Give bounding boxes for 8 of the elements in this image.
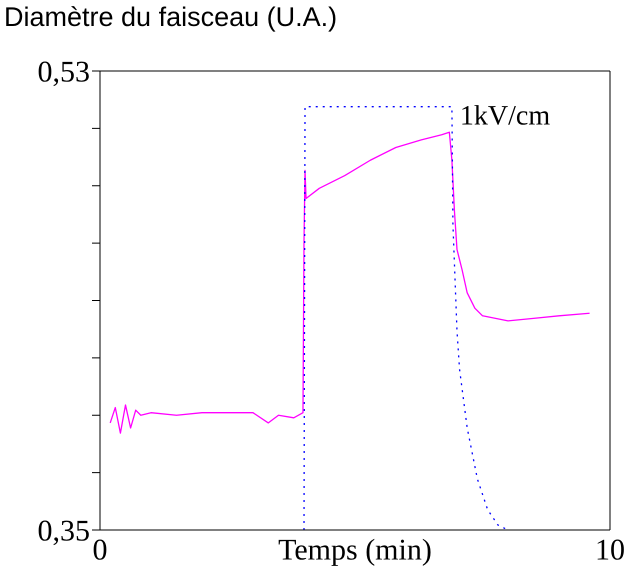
y-tick-label: 0,53 — [38, 56, 90, 89]
x-tick-label: 0 — [92, 533, 108, 566]
line-series — [110, 132, 590, 434]
y-tick-label: 0,35 — [38, 514, 90, 548]
y-axis-title: Diamètre du faisceau (U.A.) — [4, 2, 338, 33]
x-tick-label: 10 — [595, 533, 625, 566]
series-label: 1kV/cm — [460, 100, 550, 132]
x-axis-title: Temps (min) — [278, 533, 432, 566]
